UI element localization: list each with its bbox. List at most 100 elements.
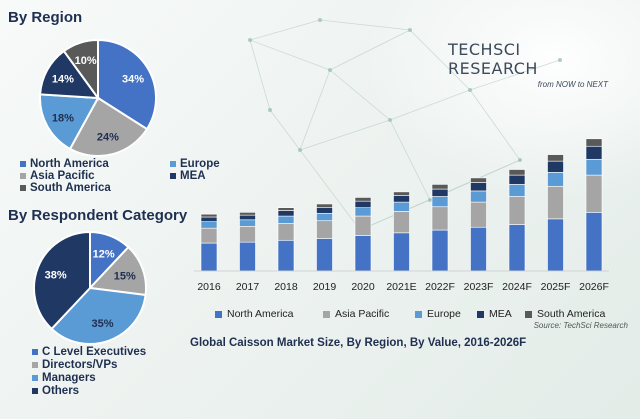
bar-segment: [239, 241, 256, 272]
bar-chart-legend: North America Asia Pacific Europe MEA South …: [215, 308, 635, 322]
bar-legend-item: Asia Pacific: [323, 308, 389, 320]
bar-segment: [393, 201, 410, 212]
bar-segment: [239, 226, 256, 243]
region-legend-item: South America: [20, 182, 111, 194]
x-tick-label: 2021E: [386, 281, 416, 293]
region-pie-slice: [62, 38, 99, 102]
bar-segment: [277, 223, 295, 241]
bar-segment: [547, 160, 564, 173]
chart-caption: Global Caisson Market Size, By Region, B…: [190, 337, 527, 349]
bar-legend-label: Asia Pacific: [335, 308, 390, 320]
respondent-legend-label: Directors/VPs: [42, 359, 118, 371]
bar-segment: [547, 172, 564, 187]
bar-segment: [354, 207, 372, 217]
respondent-legend-bullet: [32, 387, 38, 394]
stacked-bar-chart: 2016 2017 2018 2019 2020 2021E 2022F 2023F 2024F…: [194, 138, 609, 293]
region-pie-slice-label: 24%: [97, 132, 119, 144]
bar-legend-swatch: [415, 310, 422, 318]
bar-segment: [239, 212, 256, 216]
region-legend-item: North America: [20, 158, 109, 170]
region-legend-item: MEA: [170, 170, 206, 182]
bar-segment: [393, 191, 410, 196]
bar-segment: [431, 196, 449, 208]
bar-legend-item: South America: [525, 308, 605, 320]
bar-segment: [547, 154, 564, 162]
respondent-pie-slice-label: 35%: [92, 318, 114, 330]
x-tick-label: 2017: [236, 281, 260, 293]
source-note: Source: TechSci Research: [533, 321, 628, 330]
region-pie-slice: [39, 93, 100, 151]
region-pie-slice-label: 14%: [52, 74, 74, 86]
bar-segment: [393, 232, 410, 272]
bar-segment: [354, 197, 372, 202]
bar-segment: [508, 196, 526, 225]
respondent-legend-item: Others: [32, 385, 79, 397]
respondent-pie-slice-label: 38%: [45, 269, 67, 281]
bar-segment: [585, 138, 603, 147]
respondent-legend-bullet: [32, 361, 38, 368]
region-legend-bullet: [20, 184, 26, 191]
bar-legend-label: MEA: [489, 308, 512, 320]
x-tick-label: 2025F: [541, 281, 571, 293]
bar-segment: [431, 188, 449, 197]
logo-tagline: from NOW to NEXT: [537, 80, 608, 89]
region-legend-bullet: [170, 172, 176, 179]
region-legend-label: Europe: [180, 158, 220, 170]
bar-segment: [508, 224, 526, 272]
bar-segment: [585, 174, 603, 213]
region-legend-bullet: [20, 172, 26, 179]
x-tick-label: 2020: [351, 281, 375, 293]
respondent-pie-slice: [87, 245, 147, 297]
bar-legend-label: South America: [537, 308, 606, 320]
respondent-pie-slice: [50, 286, 147, 345]
bar-segment: [431, 229, 449, 272]
bar-segment: [470, 226, 487, 272]
respondent-legend-bullet: [32, 374, 38, 381]
bar-legend-label: Europe: [427, 308, 461, 320]
bar-legend-swatch: [215, 310, 222, 318]
respondent-legend-item: Directors/VPs: [32, 359, 117, 371]
region-legend-item: Europe: [170, 158, 220, 170]
respondent-pie-chart: 12% 15% 35% 38%: [33, 230, 147, 345]
x-tick-label: 2018: [274, 281, 298, 293]
region-pie-slice-label: 10%: [75, 55, 97, 67]
bar-segment: [470, 182, 487, 192]
respondent-pie-slice-label: 15%: [114, 270, 136, 282]
respondent-legend-label: Others: [42, 385, 80, 397]
bar-segment: [316, 212, 333, 222]
bar-segment: [277, 210, 295, 217]
bar-segment: [508, 169, 526, 176]
bar-segment: [585, 158, 603, 176]
respondent-pie-title: By Respondent Category: [8, 207, 188, 224]
bar-segment: [316, 207, 333, 214]
region-pie-title: By Region: [8, 9, 83, 26]
x-tick-label: 2023F: [464, 281, 494, 293]
respondent-legend-bullet: [32, 348, 38, 355]
x-tick-label: 2024F: [502, 281, 532, 293]
bar-segment: [316, 238, 333, 272]
region-pie-slice-label: 34%: [122, 74, 144, 86]
bar-legend-swatch: [525, 310, 532, 318]
respondent-legend-label: C Level Executives: [42, 346, 147, 358]
bar-segment: [585, 212, 603, 272]
bar-segment: [585, 145, 603, 160]
bar-segment: [277, 239, 295, 272]
region-legend-bullet: [20, 160, 26, 167]
region-legend-label: North America: [30, 158, 109, 170]
bar-segment: [508, 184, 526, 197]
bar-segment: [200, 216, 218, 222]
region-legend-item: Asia Pacific: [20, 170, 95, 182]
bar-legend-item: North America: [215, 308, 294, 320]
bar-segment: [239, 214, 256, 221]
x-tick-label: 2022F: [425, 281, 455, 293]
bar-segment: [239, 219, 256, 227]
x-tick-label: 2019: [313, 281, 337, 293]
region-pie-slice: [68, 96, 149, 157]
bar-segment: [354, 215, 372, 236]
bar-segment: [316, 220, 333, 239]
logo-brand: TECHSCI RESEARCH: [448, 40, 538, 78]
bar-segment: [277, 207, 295, 211]
bar-segment: [316, 203, 333, 208]
bar-segment: [393, 195, 410, 203]
region-pie-chart: 34% 24% 18% 14%10%: [39, 38, 157, 157]
